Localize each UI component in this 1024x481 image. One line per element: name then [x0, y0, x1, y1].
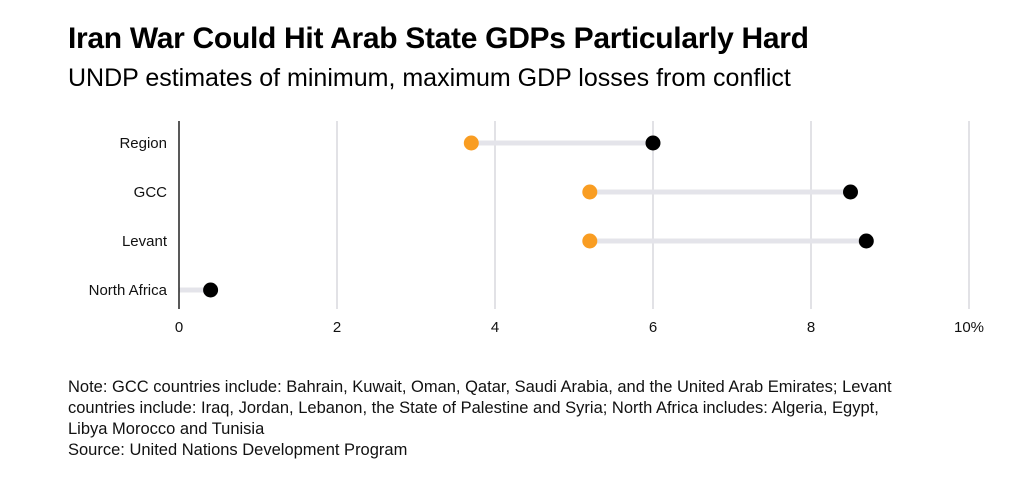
footnote: Note: GCC countries include: Bahrain, Ku… — [68, 377, 998, 461]
min-point — [463, 135, 479, 151]
max-point — [203, 282, 219, 298]
x-tick-label: 8 — [807, 319, 815, 336]
connectors — [179, 140, 867, 293]
x-tick-label: 2 — [333, 319, 341, 336]
min-point — [582, 233, 598, 249]
max-point — [858, 233, 874, 249]
max-point — [645, 135, 661, 151]
x-tick-label: 4 — [491, 319, 499, 336]
category-label: GCC — [134, 184, 168, 201]
category-label: Levant — [122, 233, 168, 250]
x-tick-labels: 0 2 4 6 8 10% — [175, 319, 984, 336]
source-line: Source: United Nations Development Progr… — [68, 441, 408, 459]
chart-subtitle: UNDP estimates of minimum, maximum GDP l… — [68, 64, 791, 92]
category-label: North Africa — [89, 282, 168, 299]
note-line: Libya Morocco and Tunisia — [68, 420, 265, 438]
x-tick-label: 10% — [954, 319, 984, 336]
x-tick-label: 6 — [649, 319, 657, 336]
category-labels: Region GCC Levant North Africa — [89, 135, 168, 299]
gridlines — [336, 121, 970, 309]
note-line: Note: GCC countries include: Bahrain, Ku… — [68, 378, 892, 396]
max-point — [843, 184, 858, 200]
min-point — [582, 184, 598, 200]
category-label: Region — [119, 135, 167, 152]
note-line: countries include: Iraq, Jordan, Lebanon… — [68, 399, 879, 417]
chart-title: Iran War Could Hit Arab State GDPs Parti… — [68, 22, 809, 55]
data-points — [203, 135, 874, 298]
x-tick-label: 0 — [175, 319, 183, 336]
